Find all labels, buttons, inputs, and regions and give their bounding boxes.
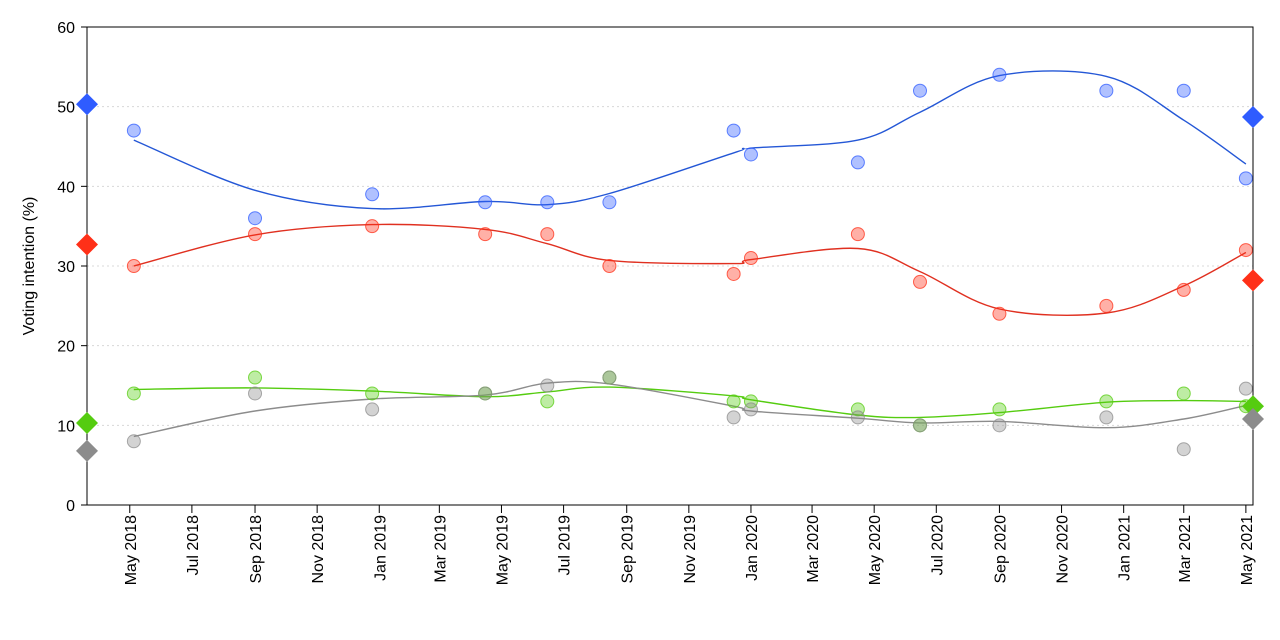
poll-point (743, 251, 758, 266)
trend-line (133, 70, 1247, 210)
poll-point (850, 227, 865, 242)
poll-point (126, 123, 141, 138)
election-start-marker (76, 93, 98, 116)
x-tick-label: Sep 2019 (620, 515, 637, 584)
poll-point (540, 394, 555, 409)
poll-point (1238, 243, 1253, 258)
poll-point (126, 386, 141, 401)
poll-point (850, 410, 865, 425)
poll-point (478, 227, 493, 242)
poll-point (248, 211, 263, 226)
election-start-marker (76, 233, 98, 256)
poll-point (602, 259, 617, 273)
poll-point (248, 227, 263, 242)
poll-points (126, 67, 1253, 457)
poll-point (1238, 171, 1253, 186)
poll-point (850, 402, 865, 417)
poll-point (365, 402, 380, 417)
x-tick-label: Mar 2021 (1177, 515, 1194, 583)
trend-lines (133, 70, 1247, 438)
election-start-marker (76, 411, 98, 434)
poll-point (1099, 410, 1114, 425)
y-tick-label: 20 (57, 339, 75, 356)
y-tick-label: 60 (57, 20, 75, 37)
poll-point (726, 410, 741, 425)
y-tick-label: 30 (57, 259, 75, 276)
poll-point (1176, 442, 1191, 457)
poll-point (992, 418, 1007, 433)
x-tick-label: Jan 2019 (372, 515, 389, 581)
poll-point (478, 195, 493, 210)
poll-point (1238, 381, 1253, 396)
election-end-marker (1242, 269, 1264, 292)
y-tick-label: 40 (57, 179, 75, 196)
poll-point (992, 67, 1007, 82)
poll-point (365, 386, 380, 401)
election-result-markers (76, 93, 1264, 462)
election-end-marker (1242, 106, 1264, 129)
election-end-marker (1242, 407, 1264, 430)
y-tick-label: 0 (66, 498, 75, 515)
axes: 0 10 20 30 40 50 60 May 2018 Jul 2018 Sep 2018 Nov… (57, 20, 1256, 585)
poll-point (1176, 282, 1191, 297)
x-tick-label: Jul 2018 (185, 515, 202, 576)
trend-line (133, 386, 1246, 419)
poll-point (992, 306, 1007, 321)
poll-point (1099, 298, 1114, 313)
x-tick-label: Nov 2020 (1055, 515, 1072, 584)
x-tick-label: Jul 2020 (929, 515, 946, 576)
x-tick-label: Nov 2018 (310, 515, 327, 584)
election-end-marker (1242, 395, 1264, 418)
poll-point (478, 386, 493, 401)
election-start-marker (76, 439, 98, 462)
poll-point (365, 219, 380, 234)
poll-point (540, 378, 555, 393)
x-tick-label: Jan 2021 (1117, 515, 1134, 581)
poll-point (248, 386, 263, 401)
x-tick-label: Jan 2020 (744, 515, 761, 581)
x-tick-label: Mar 2019 (432, 515, 449, 583)
trend-line (133, 223, 1247, 316)
poll-point (726, 123, 741, 138)
poll-point (913, 83, 928, 98)
poll-point (992, 402, 1007, 417)
x-tick-label: May 2019 (494, 515, 511, 585)
y-tick-label: 10 (57, 418, 75, 435)
poll-point (126, 259, 141, 273)
poll-point (1176, 386, 1191, 401)
poll-point (743, 147, 758, 162)
poll-point (726, 266, 741, 281)
poll-point (743, 402, 758, 417)
x-tick-label: Mar 2020 (805, 515, 822, 583)
x-tick-label: May 2020 (867, 515, 884, 585)
poll-point (602, 370, 617, 385)
poll-point (602, 195, 617, 210)
poll-point (1099, 394, 1114, 409)
poll-point (913, 274, 928, 289)
poll-point (540, 195, 555, 210)
poll-point (1176, 83, 1191, 98)
y-tick-label: 50 (57, 100, 75, 117)
poll-point (726, 394, 741, 409)
x-tick-label: Nov 2019 (682, 515, 699, 584)
poll-point (913, 418, 928, 433)
x-tick-label: Sep 2020 (992, 515, 1009, 584)
poll-point (1099, 83, 1114, 98)
poll-point (743, 394, 758, 409)
poll-point (365, 187, 380, 202)
poll-point (126, 434, 141, 449)
x-tick-label: May 2021 (1239, 515, 1256, 585)
x-tick-label: May 2018 (123, 515, 140, 585)
x-tick-label: Jul 2019 (557, 515, 574, 576)
poll-point (540, 227, 555, 242)
y-axis-title: Voting intention (%) (21, 197, 38, 336)
x-tick-label: Sep 2018 (248, 515, 265, 584)
poll-point (850, 155, 865, 170)
trend-line (133, 380, 1247, 438)
poll-point (248, 370, 263, 385)
